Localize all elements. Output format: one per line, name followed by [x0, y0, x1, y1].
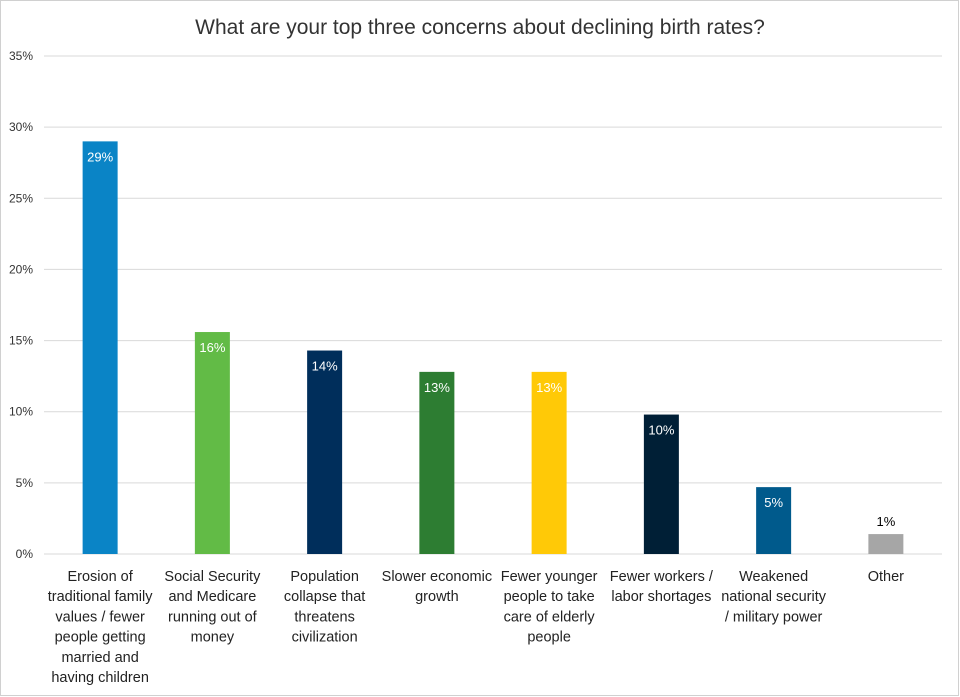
y-tick-label: 20% — [9, 262, 33, 276]
category-label: Population collapse that threatens civiliza… — [284, 569, 365, 646]
gridlines — [44, 55, 942, 555]
bar — [868, 534, 904, 554]
bar — [531, 371, 567, 554]
data-label: 29% — [87, 149, 113, 164]
bar — [194, 332, 230, 554]
data-label: 14% — [312, 359, 338, 374]
category-label: Erosion of traditional family values / few… — [48, 569, 154, 686]
data-label: 13% — [424, 380, 450, 395]
chart-title: What are your top three concerns about d… — [195, 16, 765, 39]
y-tick-label: 5% — [16, 476, 34, 490]
y-tick-label: 0% — [16, 547, 34, 561]
y-tick-label: 30% — [9, 120, 33, 134]
bar — [756, 487, 792, 554]
data-label: 13% — [536, 380, 562, 395]
y-tick-label: 10% — [9, 405, 33, 419]
category-label: Fewer younger people to take care of elder… — [501, 569, 598, 646]
category-label: Other — [868, 569, 904, 585]
data-labels: 29% 16% 14% 13% 13% 10% 5% 1% — [87, 149, 896, 529]
y-tick-label: 35% — [9, 49, 33, 63]
category-label: Social Security and Medicare running out o… — [164, 569, 261, 646]
bar — [643, 414, 679, 554]
bar — [307, 350, 343, 554]
data-label: 5% — [764, 495, 783, 510]
y-tick-label: 15% — [9, 334, 33, 348]
category-label: Weakened national security / military powe… — [721, 569, 827, 625]
data-label: 10% — [648, 423, 674, 438]
category-label: Fewer workers / labor shortages — [610, 569, 714, 605]
data-label: 1% — [876, 514, 895, 529]
bar — [82, 141, 118, 554]
y-tick-label: 25% — [9, 191, 33, 205]
data-label: 16% — [199, 340, 225, 355]
y-axis-ticks: 0% 5% 10% 15% 20% 25% 30% 35% — [9, 49, 33, 561]
bars — [82, 141, 904, 554]
category-label: Slower economic growth — [382, 569, 492, 605]
bar — [419, 371, 455, 554]
category-labels: Erosion of traditional family values / few… — [48, 569, 904, 686]
